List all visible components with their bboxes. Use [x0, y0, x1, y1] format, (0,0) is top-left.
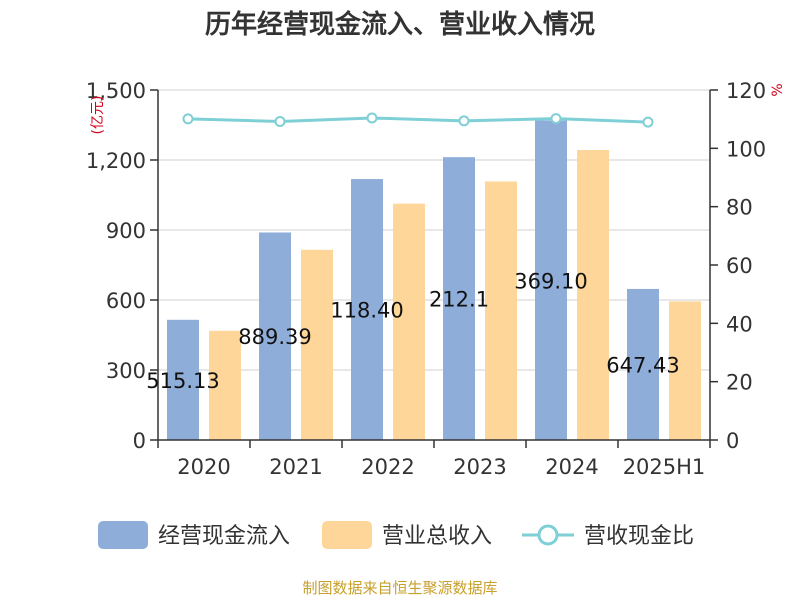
bar-revenue	[209, 330, 241, 440]
x-axis-tick-label: 2023	[453, 455, 506, 479]
ratio-point	[366, 112, 378, 124]
x-axis-tick-label: 2021	[269, 455, 322, 479]
x-axis-tick-label: 2020	[177, 455, 230, 479]
ratio-point	[550, 113, 562, 125]
left-axis-tick-label: 1,500	[86, 79, 146, 103]
right-axis-tick-label: 80	[726, 196, 753, 220]
x-axis-tick-label: 2022	[361, 455, 414, 479]
legend-label-revenue: 营业总收入	[382, 524, 492, 549]
bar-revenue	[485, 181, 517, 440]
bar-cash-inflow	[351, 179, 383, 441]
ratio-point	[274, 116, 286, 127]
x-axis-tick-label: 2025H1	[623, 455, 706, 479]
ratio-line	[182, 112, 654, 128]
bar-cash-inflow	[627, 288, 659, 440]
right-axis-tick-label: 60	[726, 254, 753, 278]
legend-marker-ratio	[537, 524, 559, 546]
bars	[167, 120, 701, 441]
data-label-cash-inflow: 369.10	[514, 269, 587, 293]
bar-revenue	[669, 301, 701, 440]
left-axis-tick-label: 0	[133, 429, 146, 453]
axes: 0 300 600 900 1,200 1,500 0 20 40 60 80 100 120 2020 2…	[86, 79, 766, 479]
x-axis-tick-label: 2024	[545, 455, 598, 479]
data-label-cash-inflow: 647.43	[606, 353, 679, 377]
bar-cash-inflow	[167, 319, 199, 440]
right-axis-tick-label: 120	[726, 79, 766, 103]
chart-title: 历年经营现金流入、营业收入情况	[205, 9, 595, 40]
left-axis-unit: (亿元)	[90, 96, 106, 135]
bar-revenue	[577, 149, 609, 440]
bar-cash-inflow	[259, 232, 291, 440]
bar-cash-inflow	[443, 157, 475, 440]
right-axis-tick-label: 20	[726, 371, 753, 395]
data-label-cash-inflow: 118.40	[330, 299, 403, 323]
data-label-cash-inflow: 212.1	[429, 288, 489, 312]
left-axis-tick-label: 900	[106, 219, 146, 243]
right-axis-tick-label: 0	[726, 429, 739, 453]
right-axis-unit: %	[770, 83, 786, 96]
gridlines	[158, 89, 710, 371]
legend-swatch-revenue	[322, 521, 372, 549]
legend-label-ratio: 营收现金比	[584, 524, 694, 549]
data-label-cash-inflow: 515.13	[146, 369, 219, 393]
legend-swatch-cash-inflow	[98, 521, 148, 549]
left-axis-tick-label: 600	[106, 289, 146, 313]
data-labels: 515.13 889.39 118.40 212.1 369.10 647.43	[146, 269, 679, 393]
ratio-polyline	[187, 116, 649, 124]
left-axis-tick-label: 300	[106, 359, 146, 383]
bar-revenue	[393, 203, 425, 440]
right-axis-tick-label: 100	[726, 137, 766, 161]
ratio-point	[642, 116, 654, 128]
left-axis-tick-label: 1,200	[86, 149, 146, 173]
ratio-point	[458, 115, 470, 127]
bar-cash-inflow	[535, 120, 567, 440]
legend-label-cash-inflow: 经营现金流入	[158, 524, 290, 549]
ratio-point	[182, 113, 194, 125]
data-label-cash-inflow: 889.39	[238, 325, 311, 349]
source-note: 制图数据来自恒生聚源数据库	[302, 579, 497, 597]
right-axis-tick-label: 40	[726, 312, 753, 336]
legend: 经营现金流入 营业总收入 营收现金比	[98, 521, 694, 549]
bar-revenue	[301, 249, 333, 440]
